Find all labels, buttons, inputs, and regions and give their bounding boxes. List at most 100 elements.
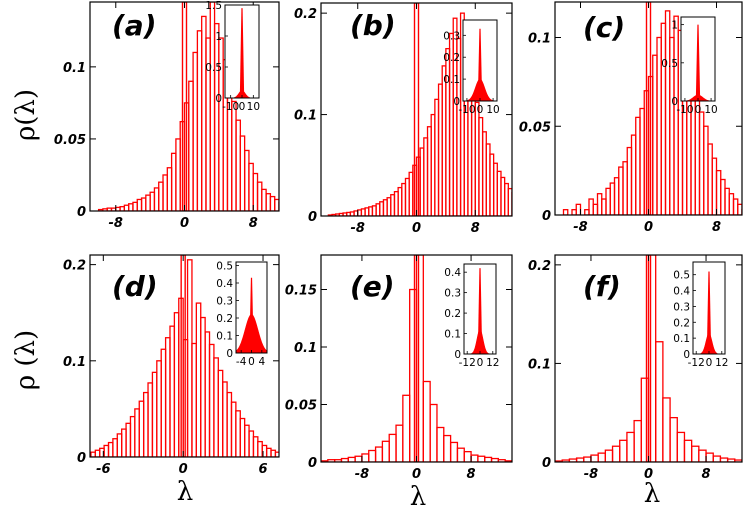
histogram-bar: [300, 208, 304, 211]
inset-y-tick-label: 0.4: [444, 267, 461, 279]
inset-plot: 00.10.20.30.40.5-4 0 4: [216, 261, 268, 368]
histogram-bar: [669, 416, 678, 462]
inset-y-tick-label: 0.5: [673, 270, 690, 282]
histogram-bar: [368, 449, 377, 462]
inset-plot: 00.10.20.30.4-12 0 12: [444, 263, 499, 369]
panel-b: 00.10.2-8 0 8(b)00.10.20.3-10 0 10: [294, 2, 538, 236]
bars-group: [321, 255, 512, 462]
x-tick-label: -8: [355, 467, 369, 482]
x-tick-label: 6: [259, 462, 268, 477]
histogram-bar: [191, 342, 197, 457]
histogram-bar: [244, 424, 250, 457]
y-tick-label: 0.2: [294, 7, 317, 22]
inset-y-tick-label: 0: [226, 348, 233, 360]
y-tick-label: 0.2: [528, 259, 551, 274]
histogram-bar: [436, 426, 445, 462]
histogram-bar: [200, 316, 206, 457]
histogram-bar: [597, 452, 606, 462]
histogram-bar: [134, 408, 140, 457]
x-tick-label: -6: [96, 462, 110, 477]
y-axis-label-top: ρ(λ): [11, 89, 41, 141]
x-axis-label-f: λ: [644, 479, 660, 509]
central-spike-bar: [413, 3, 420, 216]
central-spike-bar: [180, 255, 186, 457]
histogram-bar: [691, 445, 700, 462]
panel-d: 00.10.2-6 0 6(d)00.10.20.30.40.5-4 0 4: [63, 254, 280, 477]
inset-x-tick-label: 4: [258, 356, 265, 368]
inset-x-tick-label: 0: [695, 104, 702, 116]
inset-x-tick-label: 0: [477, 104, 484, 116]
histogram-bar: [527, 204, 531, 216]
y-axis-label-bottom: ρ (λ): [11, 330, 41, 390]
histogram-bar: [676, 431, 686, 462]
y-tick-label: 0.1: [528, 357, 551, 372]
histogram-bar: [265, 447, 272, 457]
histogram-bar: [226, 391, 233, 457]
histogram-bar: [160, 348, 167, 457]
x-tick-label: -8: [584, 467, 598, 482]
histogram-bar: [138, 400, 145, 457]
histogram-bar: [270, 449, 277, 457]
histogram-bar: [94, 449, 101, 457]
histogram-bar: [683, 439, 693, 462]
inset-x-tick-label: 12: [486, 357, 499, 369]
histogram-bar: [583, 456, 592, 462]
x-tick-label: 8: [712, 220, 721, 235]
histogram-bar: [604, 449, 614, 462]
histogram-bar: [402, 394, 411, 462]
inset-y-tick-label: 0.3: [216, 296, 233, 308]
inset-x-tick-label: -10: [222, 101, 239, 113]
x-tick-label: 0: [412, 467, 421, 482]
inset-y-tick-label: 0: [453, 96, 460, 108]
histogram-bar: [252, 436, 259, 457]
histogram-bar: [647, 255, 657, 462]
inset-y-tick-label: 0.2: [443, 52, 460, 64]
histogram-bar: [274, 451, 279, 457]
inset-y-tick-label: 0.5: [216, 261, 233, 273]
histogram-bar: [90, 451, 96, 457]
y-tick-label: 0.05: [519, 120, 551, 135]
histogram-bar: [698, 449, 707, 462]
histogram-bar: [619, 439, 628, 462]
central-spike-bar: [645, 255, 652, 462]
histogram-bar: [662, 397, 671, 462]
inset-y-tick-label: 1.5: [205, 0, 222, 12]
inset-x-tick-label: -12: [688, 357, 705, 369]
histogram-bar: [381, 440, 390, 462]
histogram-bar: [422, 380, 431, 462]
inset-peak: [477, 28, 483, 101]
inset-y-tick-label: 1: [671, 20, 678, 32]
inset-y-tick-label: 0: [671, 96, 678, 108]
x-tick-label: 8: [471, 221, 480, 236]
histogram-bar: [296, 208, 300, 211]
histogram-bar: [239, 417, 246, 457]
histogram-bar: [534, 208, 538, 216]
inset-plot: 00.511.5-10 0 10: [205, 0, 260, 113]
histogram-bar: [103, 444, 110, 457]
histogram-bar: [107, 441, 114, 457]
histogram-bar: [288, 205, 292, 211]
histogram-bar: [516, 196, 520, 216]
y-tick-label: 0: [77, 451, 86, 466]
panel-a: 00.050.1-8 0 8(a)00.511.5-10 0 10: [54, 0, 304, 231]
inset-x-tick-label: -10: [458, 104, 475, 116]
inset-y-tick-label: 0.3: [444, 288, 461, 300]
histogram-bar: [230, 401, 237, 457]
y-tick-label: 0: [542, 456, 551, 471]
inset-x-tick-label: 0: [477, 357, 484, 369]
x-tick-label: 0: [412, 221, 421, 236]
histogram-bar: [151, 371, 158, 457]
inset-y-tick-label: 0.2: [216, 313, 233, 325]
x-tick-label: 0: [180, 216, 189, 231]
panel-c: 00.050.1-8 0 8(c)00.51-10 0 10: [519, 1, 743, 235]
inset-y-tick-label: 0: [683, 349, 690, 361]
histogram-bar: [208, 343, 215, 457]
histogram-bar: [186, 259, 193, 457]
histogram-bar: [640, 377, 650, 462]
x-tick-label: -8: [351, 221, 365, 236]
histogram-bar: [477, 455, 486, 462]
inset-x-tick-label: 10: [704, 104, 717, 116]
histogram-bar: [347, 456, 356, 462]
histogram-bar: [463, 450, 472, 462]
